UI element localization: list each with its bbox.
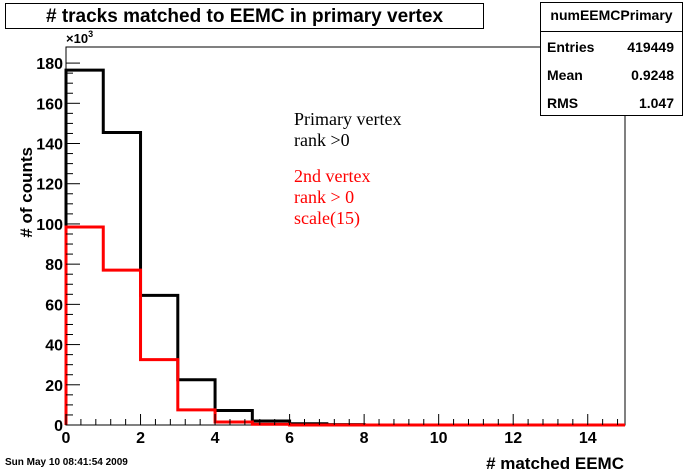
- y-tick-label: 80: [45, 257, 63, 274]
- annotation-line: rank >0: [294, 130, 350, 150]
- stats-divider: [541, 31, 682, 32]
- x-tick-label: 14: [579, 430, 597, 447]
- stats-box-title: numEEMCPrimary: [550, 7, 673, 23]
- x-tick-label: 4: [211, 430, 220, 447]
- y-multiplier: ×103: [66, 29, 93, 46]
- y-tick-label: 140: [36, 137, 63, 154]
- y-tick-label: 40: [45, 338, 63, 355]
- y-axis-label: # of counts: [17, 147, 36, 238]
- timestamp-footer: Sun May 10 08:41:54 2009: [5, 457, 128, 468]
- stats-row-entries: Entries 419449: [547, 39, 674, 59]
- x-tick-label: 6: [285, 430, 294, 447]
- stats-box: numEEMCPrimary Entries 419449 Mean 0.924…: [540, 2, 683, 116]
- annotation-line: scale(15): [294, 208, 360, 229]
- stats-value: 419449: [627, 39, 674, 55]
- x-tick-label: 8: [360, 430, 369, 447]
- stats-row-mean: Mean 0.9248: [547, 67, 674, 87]
- y-tick-label: 180: [36, 56, 63, 73]
- stats-value: 1.047: [638, 95, 674, 111]
- stats-key: Entries: [547, 39, 595, 55]
- x-tick-label: 0: [62, 430, 71, 447]
- histogram-series-2: [64, 225, 625, 427]
- y-tick-label: 20: [45, 378, 63, 395]
- y-tick-label: 120: [36, 177, 63, 194]
- stats-key: RMS: [547, 95, 579, 111]
- stats-row-rms: RMS 1.047: [547, 95, 674, 115]
- chart-title: # tracks matched to EEMC in primary vert…: [45, 6, 444, 27]
- x-axis-label: # matched EEMC: [486, 454, 624, 472]
- stats-value: 0.9248: [631, 67, 674, 83]
- annotation-line: 2nd vertex: [294, 166, 370, 186]
- y-tick-label: 0: [54, 418, 63, 435]
- y-tick-label: 60: [45, 297, 63, 314]
- axes-layer: 0 20 40 60 80 100 120 140 160 180 0 2 4 6 8 10 12 14: [36, 56, 619, 447]
- y-tick-label: 160: [36, 96, 63, 113]
- stats-key: Mean: [547, 67, 583, 83]
- y-tick-label: 100: [36, 217, 63, 234]
- annotation-line: Primary vertex: [294, 109, 401, 129]
- x-tick-label: 2: [136, 430, 145, 447]
- x-tick-label: 12: [504, 430, 522, 447]
- x-tick-label: 10: [430, 430, 448, 447]
- chart-title-box: # tracks matched to EEMC in primary vert…: [5, 3, 484, 29]
- annotation-line: rank > 0: [294, 187, 354, 207]
